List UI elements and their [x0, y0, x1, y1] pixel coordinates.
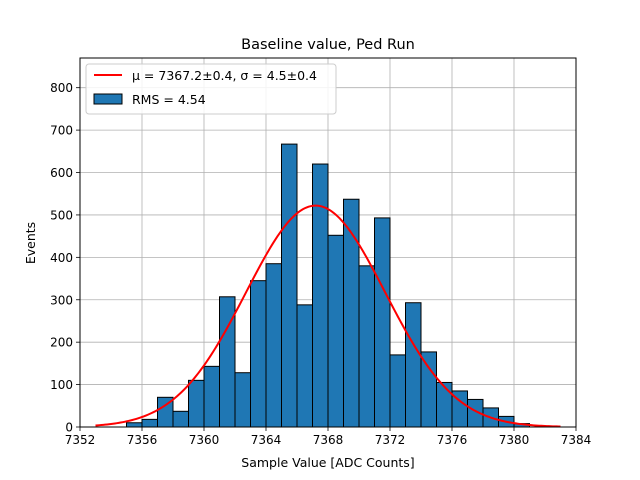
y-tick-label: 800: [50, 81, 73, 95]
histogram-bar: [188, 379, 205, 428]
histogram-bar: [358, 265, 375, 428]
x-tick-label: 7360: [189, 433, 220, 447]
histogram-bar: [281, 143, 298, 428]
x-tick-label: 7372: [375, 433, 406, 447]
histogram-bar: [389, 354, 406, 428]
gaussian-fit: [95, 204, 561, 428]
legend-hist-swatch: [93, 93, 123, 105]
histogram-bar: [312, 163, 329, 428]
histogram-bar: [203, 365, 220, 428]
histogram-bar: [327, 234, 344, 428]
x-axis-ticks: 7352 7356 7360 7364 7368 7372 7376 7380 7384: [65, 427, 592, 447]
y-tick-label: 600: [50, 166, 73, 180]
x-tick-label: 7356: [127, 433, 158, 447]
y-axis-label: Events: [23, 222, 38, 264]
x-tick-label: 7352: [65, 433, 96, 447]
histogram-bar: [126, 422, 143, 428]
histogram-bar: [420, 351, 437, 428]
legend-hist-label: RMS = 4.54: [132, 92, 206, 107]
x-tick-label: 7380: [499, 433, 530, 447]
y-tick-label: 300: [50, 293, 73, 307]
x-tick-label: 7364: [251, 433, 282, 447]
x-tick-label: 7368: [313, 433, 344, 447]
histogram-bar: [250, 280, 267, 428]
histogram-bar: [405, 302, 422, 428]
chart-title: Baseline value, Ped Run: [241, 37, 415, 53]
histogram-bar: [141, 418, 158, 428]
fit-curve: [95, 204, 561, 428]
histogram-bar: [374, 217, 391, 428]
histogram-bar: [265, 263, 282, 428]
y-tick-label: 400: [50, 251, 73, 265]
x-tick-label: 7384: [561, 433, 592, 447]
x-tick-label: 7376: [437, 433, 468, 447]
y-tick-label: 0: [65, 421, 73, 435]
y-tick-label: 200: [50, 336, 73, 350]
histogram-bar: [436, 381, 453, 428]
x-axis-label: Sample Value [ADC Counts]: [241, 455, 414, 470]
y-tick-label: 500: [50, 208, 73, 222]
histogram-bar: [172, 410, 189, 428]
histogram-bar: [296, 304, 313, 428]
legend-fit-label: μ = 7367.2±0.4, σ = 4.5±0.4: [132, 68, 317, 83]
y-tick-label: 100: [50, 378, 73, 392]
histogram-bar: [234, 372, 251, 428]
y-tick-label: 700: [50, 124, 73, 138]
legend: μ = 7367.2±0.4, σ = 4.5±0.4 RMS = 4.54: [85, 63, 337, 115]
y-axis-ticks: 0 100 200 300 400 500 600 700 800: [50, 81, 80, 435]
legend-box: [85, 63, 337, 115]
